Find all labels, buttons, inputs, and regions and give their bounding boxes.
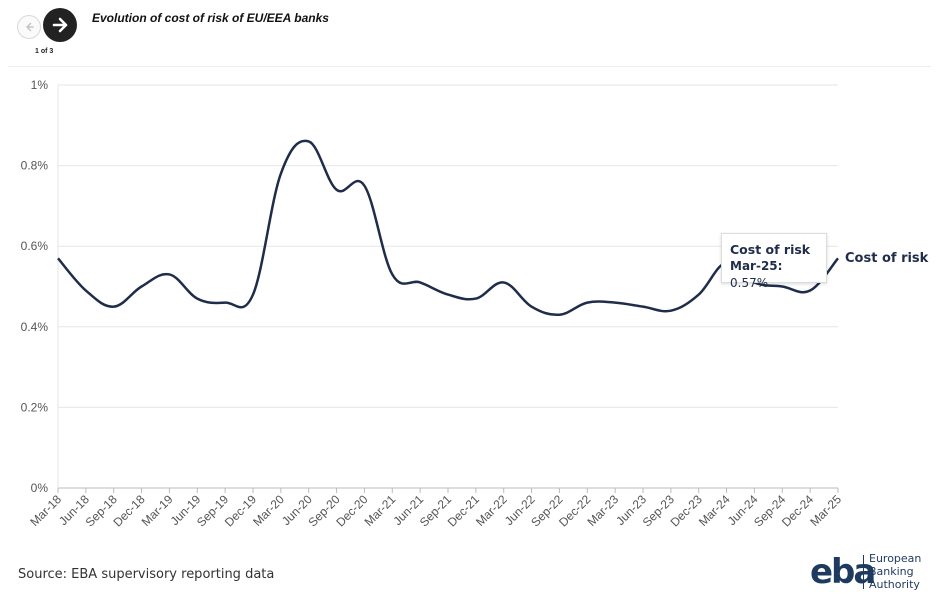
data-point[interactable] [694, 290, 704, 300]
arrow-left-icon [25, 22, 34, 32]
x-tick-label: Mar-22 [473, 492, 510, 529]
y-axis-ticks: 0% 0.2% 0.4% 0.6% 0.8% 1% [21, 78, 49, 495]
y-tick-label: 1% [31, 78, 49, 92]
data-point[interactable] [220, 298, 230, 308]
data-point[interactable] [527, 302, 537, 312]
y-tick-label: 0.2% [21, 400, 49, 414]
logo-line-2: Banking [869, 565, 914, 578]
tooltip-row: Mar-25: 0.57% [730, 258, 818, 292]
pager-indicator: 1 of 3 [35, 48, 54, 55]
x-tick-label: Mar-25 [807, 492, 844, 529]
tooltip-key: Mar-25: [730, 259, 783, 273]
data-point[interactable] [554, 310, 564, 320]
data-point[interactable] [109, 302, 119, 312]
data-point[interactable] [610, 298, 620, 308]
header-divider [8, 66, 931, 67]
data-point[interactable] [81, 286, 91, 296]
x-tick-label: Mar-19 [139, 492, 176, 529]
arrow-right-icon [52, 17, 68, 33]
series-layer [53, 136, 843, 320]
data-point[interactable] [499, 277, 509, 287]
x-tick-label: Mar-18 [27, 492, 64, 529]
line-chart: 0% 0.2% 0.4% 0.6% 0.8% 1% Mar-18Jun-18Sep-18D… [21, 78, 929, 529]
y-tick-label: 0.4% [21, 320, 49, 334]
x-tick-label: Mar-20 [250, 492, 287, 529]
x-tick-label: Mar-21 [362, 492, 399, 529]
logo-divider [863, 555, 864, 589]
eba-logo: eba European Banking Authority [810, 552, 930, 594]
data-point[interactable] [471, 294, 481, 304]
x-tick-label: Mar-23 [584, 492, 621, 529]
data-point[interactable] [833, 253, 843, 263]
logo-text: European Banking Authority [869, 552, 921, 591]
y-tick-label: 0.8% [21, 159, 49, 173]
x-tick-label: Mar-24 [696, 492, 733, 529]
logo-line-1: European [869, 552, 922, 565]
data-point[interactable] [137, 282, 147, 292]
next-chart-button[interactable] [43, 8, 77, 42]
data-point[interactable] [359, 181, 369, 191]
logo-line-3: Authority [869, 578, 920, 591]
grid-lines [57, 84, 838, 489]
data-point[interactable] [638, 302, 648, 312]
data-point[interactable] [415, 277, 425, 287]
data-point[interactable] [332, 185, 342, 195]
data-point[interactable] [53, 253, 63, 263]
data-point[interactable] [582, 298, 592, 308]
data-point[interactable] [164, 269, 174, 279]
data-point[interactable] [276, 169, 286, 179]
source-note: Source: EBA supervisory reporting data [18, 567, 275, 582]
logo-mark: eba [810, 552, 876, 592]
series-line-cost-of-risk[interactable] [57, 139, 839, 317]
series-end-label: Cost of risk [845, 251, 929, 266]
data-point[interactable] [304, 136, 314, 146]
tooltip-title: Cost of risk [730, 242, 811, 257]
data-point[interactable] [443, 290, 453, 300]
data-point[interactable] [192, 294, 202, 304]
y-tick-label: 0.6% [21, 239, 49, 253]
chart-title: Evolution of cost of risk of EU/EEA bank… [92, 11, 329, 25]
data-point[interactable] [666, 306, 676, 316]
x-axis-ticks: Mar-18Jun-18Sep-18Dec-18Mar-19Jun-19Sep-… [27, 488, 844, 529]
data-tooltip: Cost of risk Mar-25: 0.57% [721, 233, 827, 290]
data-point[interactable] [387, 269, 397, 279]
y-tick-label: 0% [31, 481, 49, 495]
previous-chart-button[interactable] [17, 15, 41, 39]
data-point[interactable] [248, 290, 258, 300]
tooltip-value: 0.57% [730, 276, 769, 290]
